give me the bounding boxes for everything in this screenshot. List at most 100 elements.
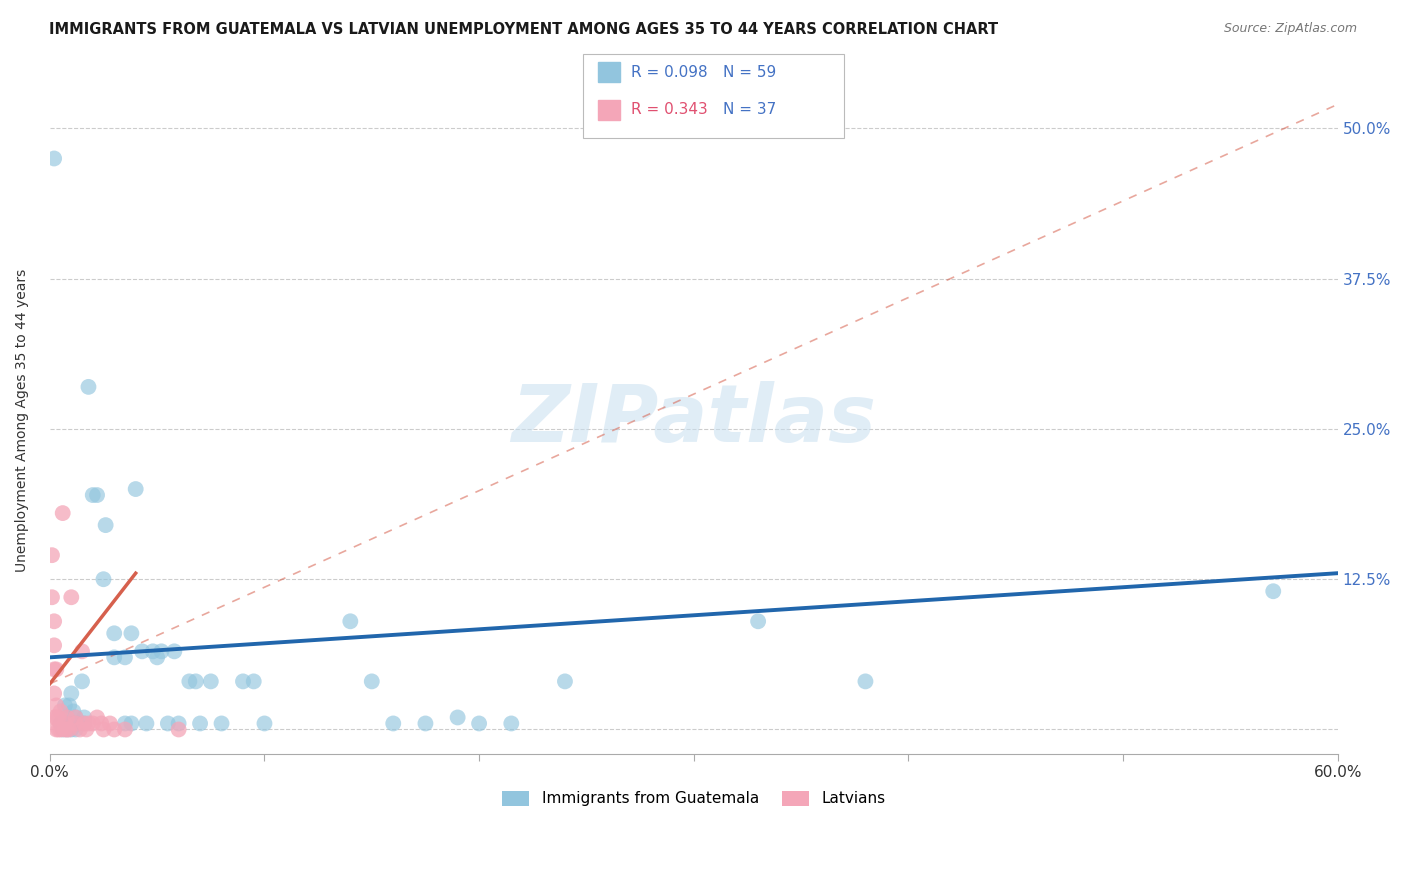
Point <box>93 572 115 586</box>
Point <box>77 380 100 394</box>
Point <box>49 716 72 731</box>
Point <box>73 710 96 724</box>
Point <box>45 662 67 676</box>
Text: IMMIGRANTS FROM GUATEMALA VS LATVIAN UNEMPLOYMENT AMONG AGES 35 TO 44 YEARS CORR: IMMIGRANTS FROM GUATEMALA VS LATVIAN UNE… <box>49 22 998 37</box>
Point <box>62 705 84 719</box>
Point <box>65 723 87 737</box>
Point <box>56 723 79 737</box>
Text: R = 0.098: R = 0.098 <box>631 65 707 79</box>
Point <box>77 716 100 731</box>
Point <box>53 716 76 731</box>
Point <box>184 674 207 689</box>
Point <box>415 716 437 731</box>
Point <box>98 716 121 731</box>
Point <box>114 723 136 737</box>
Point <box>45 723 67 737</box>
Text: Source: ZipAtlas.com: Source: ZipAtlas.com <box>1223 22 1357 36</box>
Point <box>42 638 65 652</box>
Point <box>42 686 65 700</box>
Point <box>56 710 79 724</box>
Point <box>52 723 75 737</box>
Point <box>65 716 87 731</box>
Point <box>232 674 254 689</box>
Point <box>855 674 877 689</box>
Point <box>1263 584 1285 599</box>
Point <box>142 644 165 658</box>
Point <box>60 591 83 605</box>
Point <box>125 482 148 496</box>
Y-axis label: Unemployment Among Ages 35 to 44 years: Unemployment Among Ages 35 to 44 years <box>15 268 30 572</box>
Point <box>120 716 142 731</box>
Point <box>501 716 523 731</box>
Point <box>468 716 491 731</box>
Point <box>94 518 117 533</box>
Point <box>60 723 83 737</box>
Point <box>103 723 125 737</box>
Point <box>114 716 136 731</box>
Point <box>42 152 65 166</box>
Point <box>75 723 97 737</box>
Point <box>150 644 173 658</box>
Point <box>45 698 67 713</box>
Point <box>339 615 361 629</box>
Point <box>42 662 65 676</box>
Point <box>69 723 91 737</box>
Point <box>131 644 153 658</box>
Point <box>156 716 179 731</box>
Point <box>146 650 169 665</box>
Point <box>188 716 211 731</box>
Point <box>103 626 125 640</box>
Point <box>242 674 264 689</box>
Point <box>42 710 65 724</box>
Point <box>41 548 63 562</box>
Point <box>86 710 108 724</box>
Point <box>45 710 67 724</box>
Point <box>70 644 93 658</box>
Point <box>53 716 76 731</box>
Point <box>120 626 142 640</box>
Point <box>48 710 70 724</box>
Point <box>82 716 104 731</box>
Point <box>53 698 76 713</box>
Point <box>554 674 576 689</box>
Point <box>49 723 72 737</box>
Point <box>60 716 83 731</box>
Point <box>66 716 89 731</box>
Legend: Immigrants from Guatemala, Latvians: Immigrants from Guatemala, Latvians <box>496 785 891 813</box>
Point <box>53 723 76 737</box>
Point <box>167 723 190 737</box>
Point <box>65 710 87 724</box>
Text: N = 59: N = 59 <box>723 65 776 79</box>
Point <box>58 698 80 713</box>
Point <box>73 716 96 731</box>
Text: ZIPatlas: ZIPatlas <box>512 381 876 459</box>
Point <box>82 488 104 502</box>
Point <box>382 716 405 731</box>
Point <box>56 710 79 724</box>
Point <box>747 615 769 629</box>
Point <box>103 650 125 665</box>
Point <box>70 674 93 689</box>
Point <box>41 591 63 605</box>
Point <box>135 716 157 731</box>
Text: N = 37: N = 37 <box>723 103 776 117</box>
Point <box>60 686 83 700</box>
Point <box>93 723 115 737</box>
Point <box>163 644 186 658</box>
Point <box>253 716 276 731</box>
Point <box>42 615 65 629</box>
Text: R = 0.343: R = 0.343 <box>631 103 709 117</box>
Point <box>62 716 84 731</box>
Point <box>360 674 382 689</box>
Point <box>49 705 72 719</box>
Point <box>90 716 112 731</box>
Point <box>52 506 75 520</box>
Point <box>48 723 70 737</box>
Point <box>114 650 136 665</box>
Point <box>167 716 190 731</box>
Point <box>65 710 87 724</box>
Point <box>446 710 468 724</box>
Point <box>73 716 96 731</box>
Point <box>58 723 80 737</box>
Point <box>86 488 108 502</box>
